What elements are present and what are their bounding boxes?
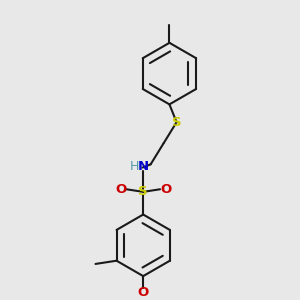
Text: O: O bbox=[138, 286, 149, 299]
Text: S: S bbox=[138, 185, 148, 198]
Text: S: S bbox=[172, 116, 182, 129]
Text: O: O bbox=[160, 183, 172, 196]
Text: H: H bbox=[129, 160, 139, 173]
Text: O: O bbox=[115, 183, 126, 196]
Text: N: N bbox=[138, 160, 149, 173]
